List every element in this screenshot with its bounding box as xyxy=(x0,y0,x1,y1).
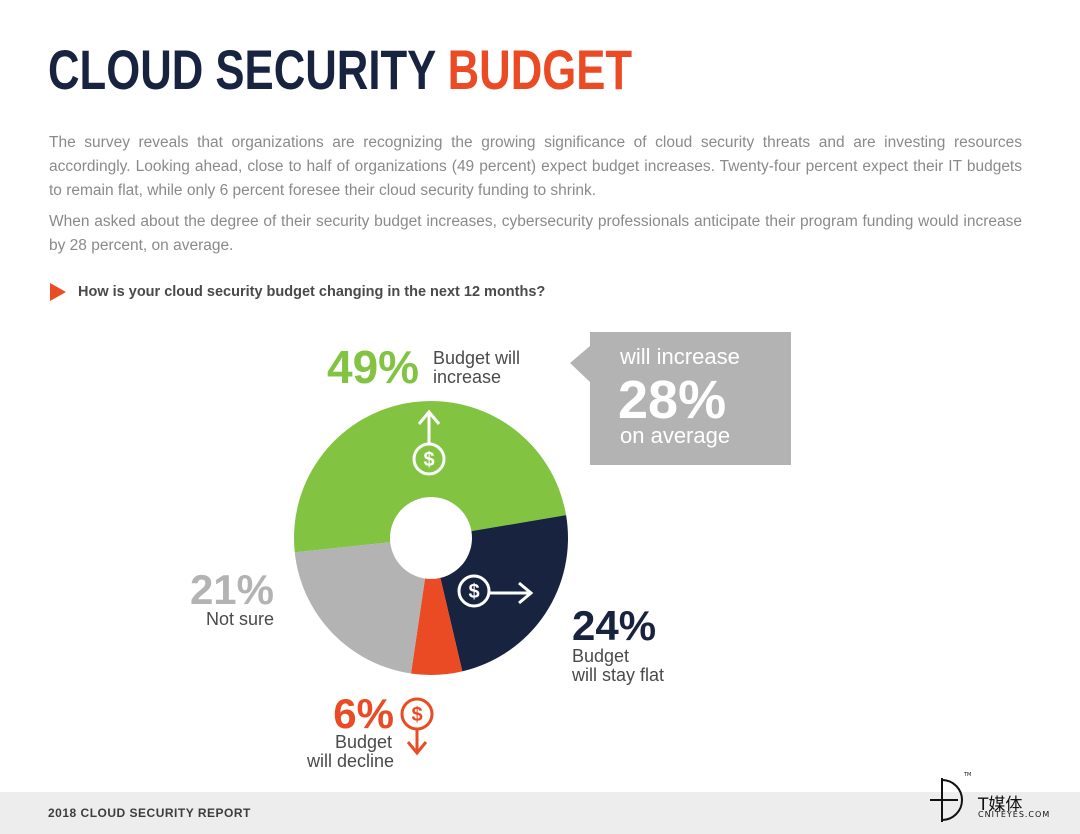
survey-question-text: How is your cloud security budget changi… xyxy=(78,284,546,300)
slice-pct-flat: 24% xyxy=(572,602,656,649)
watermark-trademark: TM xyxy=(964,772,972,778)
triangle-bullet-icon xyxy=(50,283,66,301)
callout-line2: on average xyxy=(620,423,730,448)
slice-label-decline-line1: Budget xyxy=(335,732,392,752)
budget-increase-paragraph: When asked about the degree of their sec… xyxy=(49,213,1022,254)
slice-label-decline-line2: will decline xyxy=(306,751,394,771)
page-title: CLOUD SECURITY BUDGET xyxy=(48,38,632,102)
slice-label-flat-line1: Budget xyxy=(572,646,629,666)
callout-line1: will increase xyxy=(619,344,740,369)
slice-pct-increase: 49% xyxy=(327,341,419,393)
footer-bar: 2018 CLOUD SECURITY REPORT xyxy=(0,792,1080,834)
svg-text:$: $ xyxy=(411,704,422,726)
svg-text:$: $ xyxy=(423,449,434,471)
dollar-down-arrow-icon: $ xyxy=(400,697,434,756)
title-part-orange: BUDGET xyxy=(447,38,633,101)
intro-paragraph: The survey reveals that organizations ar… xyxy=(49,134,1022,199)
slice-label-flat-line2: will stay flat xyxy=(571,665,664,685)
slice-pct-not-sure: 21% xyxy=(190,566,274,613)
slice-label-not-sure: Not sure xyxy=(206,609,274,629)
callout-value: 28% xyxy=(618,370,726,430)
footer-report-title: 2018 CLOUD SECURITY REPORT xyxy=(48,806,251,820)
watermark-logo-icon xyxy=(930,778,963,822)
dollar-up-arrow-icon: $ xyxy=(412,409,446,476)
svg-text:$: $ xyxy=(468,581,479,603)
dollar-right-arrow-icon: $ xyxy=(457,574,534,608)
donut-slice-increase xyxy=(294,401,567,553)
slice-pct-decline: 6% xyxy=(333,690,394,737)
watermark-site: CNITEYES.COM xyxy=(978,810,1051,819)
survey-question: How is your cloud security budget changi… xyxy=(50,282,545,302)
title-part-navy: CLOUD SECURITY xyxy=(48,38,436,101)
donut-slice-decline xyxy=(410,577,463,676)
watermark-brand: T媒体 xyxy=(978,795,1023,815)
slice-label-increase-line2: increase xyxy=(433,367,501,387)
slice-label-increase-line1: Budget will xyxy=(433,348,520,368)
donut-slice-not-sure xyxy=(294,542,426,674)
